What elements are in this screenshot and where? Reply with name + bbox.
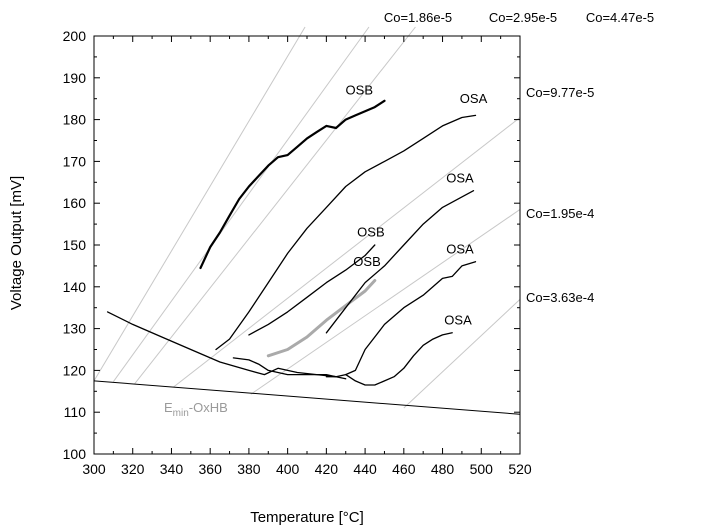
series-annotation-3: OSB <box>357 225 384 240</box>
iso-line-label-4: Co=1.95e-4 <box>526 206 594 221</box>
y-tick-label-8: 180 <box>63 112 87 128</box>
x-tick-label-4: 380 <box>237 461 261 477</box>
iso-line-label-5: Co=3.63e-4 <box>526 290 594 305</box>
x-axis-label: Temperature [°C] <box>250 509 364 526</box>
y-tick-label-2: 120 <box>63 362 87 378</box>
y-axis-label: Voltage Output [mV] <box>8 176 25 310</box>
series-line-7 <box>325 261 477 378</box>
series-line-3 <box>266 279 377 358</box>
series-annotation-6: OSA <box>444 312 472 327</box>
series-annotation-0: OSB <box>346 83 373 98</box>
iso-line-2 <box>134 26 416 385</box>
iso-line-3 <box>173 117 521 388</box>
x-tick-label-6: 420 <box>315 461 339 477</box>
x-tick-label-9: 480 <box>431 461 455 477</box>
series-annotation-4: OSB <box>353 254 380 269</box>
y-tick-label-4: 140 <box>63 279 87 295</box>
x-tick-label-8: 460 <box>392 461 416 477</box>
y-tick-label-7: 170 <box>63 153 87 169</box>
axes: 300 320 340 360 380 400 420 440 460 480 500 520 100 1… <box>63 28 532 477</box>
iso-line-1 <box>112 26 370 382</box>
x-tick-label-1: 320 <box>121 461 145 477</box>
series-line-6 <box>232 357 337 378</box>
iso-lines: Co=1.86e-5 Co=2.95e-5 Co=4.47e-5 Co=9.77e-5… <box>93 10 654 409</box>
emin-line-group: Emin-OxHB <box>93 380 521 419</box>
y-tick-label-9: 190 <box>63 70 87 86</box>
iso-line-label-3: Co=9.77e-5 <box>526 85 594 100</box>
labels-group: OSB OSA OSA OSB OSB OSA OSA <box>346 83 488 328</box>
x-tick-label-3: 360 <box>199 461 223 477</box>
series-annotation-5: OSA <box>446 241 474 256</box>
iso-line-5 <box>403 298 521 409</box>
y-tick-label-10: 200 <box>63 28 87 44</box>
series-line-1 <box>215 114 477 351</box>
y-tick-label-5: 150 <box>63 237 87 253</box>
x-tick-label-7: 440 <box>353 461 377 477</box>
x-tick-label-10: 500 <box>470 461 494 477</box>
series-line-0 <box>199 99 386 270</box>
series-line-4 <box>325 190 475 334</box>
series-annotation-2: OSA <box>446 170 474 185</box>
series-line-2 <box>248 244 376 336</box>
iso-line-label-2: Co=4.47e-5 <box>586 10 654 25</box>
y-tick-label-3: 130 <box>63 321 87 337</box>
iso-line-label-1: Co=2.95e-5 <box>489 10 557 25</box>
y-tick-label-0: 100 <box>63 446 87 462</box>
series-line-8 <box>345 332 453 386</box>
x-tick-label-11: 520 <box>508 461 532 477</box>
y-tick-label-6: 160 <box>63 195 87 211</box>
iso-line-4 <box>250 209 521 395</box>
x-tick-label-0: 300 <box>82 461 106 477</box>
x-tick-label-2: 340 <box>160 461 184 477</box>
y-tick-label-1: 110 <box>64 404 87 420</box>
emin-label: Emin-OxHB <box>164 400 228 419</box>
series-annotation-1: OSA <box>460 91 488 106</box>
emin-line <box>93 380 521 415</box>
series-group <box>106 99 477 386</box>
iso-line-0 <box>93 26 306 382</box>
x-tick-label-5: 400 <box>276 461 300 477</box>
iso-line-label-0: Co=1.86e-5 <box>384 10 452 25</box>
